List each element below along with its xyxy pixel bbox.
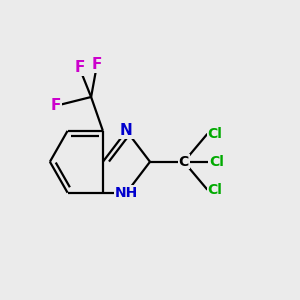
Text: Cl: Cl	[209, 155, 224, 169]
Text: C: C	[179, 155, 189, 169]
Text: F: F	[74, 60, 85, 75]
Text: F: F	[51, 98, 61, 113]
Text: N: N	[120, 123, 133, 138]
Text: Cl: Cl	[207, 183, 222, 197]
Text: F: F	[92, 57, 102, 72]
Text: Cl: Cl	[207, 127, 222, 141]
Text: NH: NH	[115, 186, 138, 200]
